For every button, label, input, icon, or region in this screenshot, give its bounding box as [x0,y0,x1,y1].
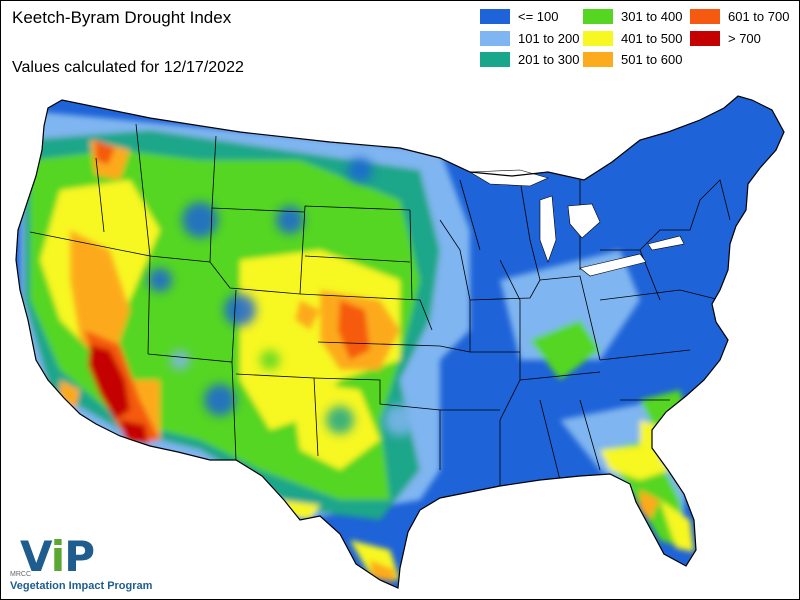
legend-label: 501 to 600 [621,51,683,67]
legend-swatch [690,8,720,24]
map-title: Keetch-Byram Drought Index [12,8,232,27]
legend-item: > 700 [690,30,761,46]
logo-letter: V [20,532,52,581]
legend-swatch [480,51,510,67]
legend-item: <= 100 [480,8,559,24]
legend-item: 601 to 700 [690,8,789,24]
legend-item: 201 to 300 [480,51,579,67]
legend-label: > 700 [728,30,761,46]
legend-label: 101 to 200 [518,30,580,46]
legend-swatch [583,51,613,67]
legend-label: 201 to 300 [518,51,580,67]
legend-item: 401 to 500 [583,30,682,46]
vip-logo-mark: ViP [20,532,95,581]
vip-logo: ViP MRCC Vegetation Impact Program [6,532,206,596]
legend-swatch [480,8,510,24]
logo-program-name: Vegetation Impact Program [10,580,153,592]
legend-swatch [690,30,720,46]
legend-swatch [480,30,510,46]
legend-label: 401 to 500 [621,30,683,46]
legend-label: 301 to 400 [621,8,683,24]
state-boundaries [29,123,731,490]
legend-swatch [583,8,613,24]
legend-item: 301 to 400 [583,8,682,24]
legend-swatch [583,30,613,46]
legend-label: <= 100 [518,8,559,24]
logo-letter: P [64,532,95,581]
legend: <= 100 101 to 200 201 to 300 301 to 400 … [480,8,790,68]
legend-label: 601 to 700 [728,8,790,24]
logo-letter: i [50,532,65,581]
legend-item: 501 to 600 [583,51,682,67]
legend-item: 101 to 200 [480,30,579,46]
map-subtitle: Values calculated for 12/17/2022 [12,59,244,76]
logo-org: MRCC [10,571,31,578]
